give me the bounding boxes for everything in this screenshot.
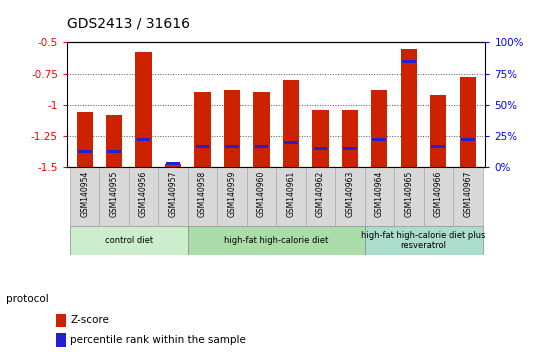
- Bar: [56, 333, 66, 347]
- Bar: [194, 92, 210, 167]
- Text: protocol: protocol: [6, 294, 49, 304]
- Text: GSM140967: GSM140967: [463, 170, 472, 217]
- Bar: [70, 226, 188, 255]
- Bar: [158, 167, 188, 226]
- Bar: [253, 92, 270, 167]
- Bar: [129, 167, 158, 226]
- Text: GSM140959: GSM140959: [228, 170, 237, 217]
- Text: GSM140956: GSM140956: [139, 170, 148, 217]
- Text: GDS2413 / 31616: GDS2413 / 31616: [67, 16, 190, 30]
- Bar: [461, 138, 475, 142]
- Text: GSM140955: GSM140955: [109, 170, 119, 217]
- Text: high-fat high-calorie diet plus
resveratrol: high-fat high-calorie diet plus resverat…: [362, 230, 486, 250]
- Bar: [225, 145, 239, 148]
- Bar: [166, 162, 180, 165]
- Bar: [254, 145, 268, 148]
- Text: high-fat high-calorie diet: high-fat high-calorie diet: [224, 236, 328, 245]
- Bar: [364, 226, 483, 255]
- Text: percentile rank within the sample: percentile rank within the sample: [70, 335, 246, 345]
- Text: GSM140957: GSM140957: [169, 170, 177, 217]
- Bar: [402, 60, 416, 63]
- Bar: [224, 90, 240, 167]
- Bar: [343, 147, 357, 150]
- Bar: [401, 49, 417, 167]
- Bar: [106, 115, 122, 167]
- Text: GSM140964: GSM140964: [375, 170, 384, 217]
- Text: GSM140960: GSM140960: [257, 170, 266, 217]
- Bar: [460, 78, 476, 167]
- Text: GSM140954: GSM140954: [80, 170, 89, 217]
- Bar: [107, 150, 121, 153]
- Bar: [314, 147, 328, 150]
- Text: GSM140963: GSM140963: [345, 170, 354, 217]
- Bar: [430, 95, 446, 167]
- Text: GSM140958: GSM140958: [198, 170, 207, 217]
- Bar: [165, 164, 181, 167]
- Bar: [371, 90, 387, 167]
- Text: GSM140962: GSM140962: [316, 170, 325, 217]
- Bar: [196, 145, 209, 148]
- Bar: [247, 167, 276, 226]
- Bar: [335, 167, 364, 226]
- Bar: [76, 113, 93, 167]
- Text: GSM140966: GSM140966: [434, 170, 443, 217]
- Text: GSM140961: GSM140961: [286, 170, 295, 217]
- Bar: [306, 167, 335, 226]
- Bar: [394, 167, 424, 226]
- Bar: [136, 52, 152, 167]
- Bar: [453, 167, 483, 226]
- Text: control diet: control diet: [105, 236, 153, 245]
- Bar: [431, 145, 445, 148]
- Bar: [342, 110, 358, 167]
- Bar: [188, 167, 217, 226]
- Bar: [78, 150, 92, 153]
- Bar: [283, 80, 299, 167]
- Text: GSM140965: GSM140965: [405, 170, 413, 217]
- Bar: [276, 167, 306, 226]
- Bar: [188, 226, 364, 255]
- Bar: [217, 167, 247, 226]
- Bar: [373, 138, 386, 142]
- Bar: [284, 141, 298, 144]
- Bar: [56, 314, 66, 327]
- Bar: [424, 167, 453, 226]
- Bar: [70, 167, 99, 226]
- Bar: [364, 167, 394, 226]
- Bar: [99, 167, 129, 226]
- Bar: [312, 110, 329, 167]
- Text: Z-score: Z-score: [70, 315, 109, 325]
- Bar: [137, 138, 151, 142]
